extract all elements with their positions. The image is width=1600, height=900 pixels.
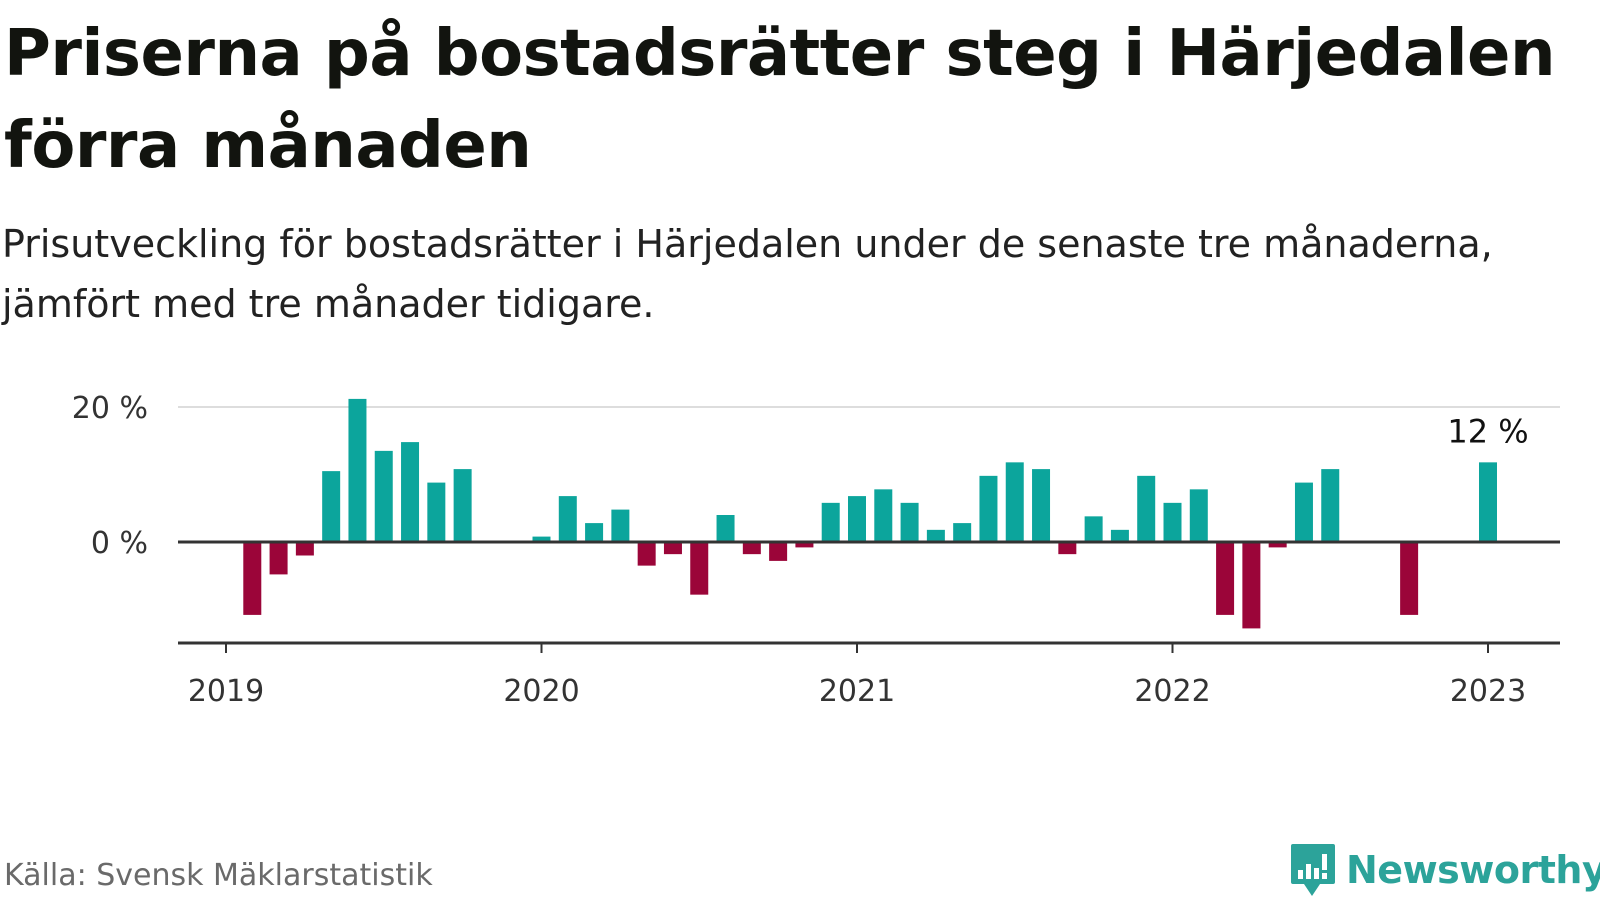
bar	[900, 502, 919, 542]
bar	[1032, 469, 1051, 542]
bar	[269, 542, 288, 575]
bar	[374, 450, 393, 542]
bar	[348, 398, 367, 542]
bar	[821, 502, 840, 542]
bar	[795, 542, 814, 548]
bar	[243, 542, 262, 615]
bar	[1137, 475, 1156, 542]
brand-logo: Newsworthy	[1290, 842, 1600, 898]
bar	[690, 542, 709, 595]
bar	[926, 529, 945, 542]
bar	[1005, 462, 1024, 542]
bar	[1216, 542, 1235, 615]
bar	[1294, 482, 1313, 542]
y-tick-label: 20 %	[72, 391, 148, 426]
bar	[1163, 502, 1182, 542]
bar	[427, 482, 446, 542]
x-tick-label: 2019	[188, 674, 264, 709]
bar	[1242, 542, 1261, 629]
bar	[1110, 529, 1129, 542]
bar	[742, 542, 761, 555]
bar	[1479, 462, 1497, 542]
bar-chart: 20 % 0 % 2019 2020 2021 2022 2023 12 %	[72, 391, 1560, 709]
chart-subtitle: Prisutveckling för bostadsrätter i Härje…	[2, 222, 1493, 326]
chart-title: Priserna på bostadsrätter steg i Härjeda…	[4, 17, 1556, 183]
x-tick-label: 2020	[503, 674, 579, 709]
bar	[953, 523, 972, 542]
bar	[1058, 542, 1077, 555]
bar	[532, 536, 551, 542]
bar	[1084, 516, 1103, 542]
x-tick-label: 2023	[1450, 674, 1526, 709]
source-note: Källa: Svensk Mäklarstatistik	[4, 858, 433, 893]
bar	[663, 542, 682, 555]
bar-chart-speech-bubble-icon	[1291, 844, 1335, 896]
x-tick-label: 2022	[1134, 674, 1210, 709]
bar	[558, 496, 577, 542]
bar	[1268, 542, 1287, 548]
bar	[979, 475, 998, 542]
bar	[716, 515, 735, 542]
y-tick-label: 0 %	[91, 526, 148, 561]
bar	[848, 496, 866, 542]
bar	[1321, 469, 1340, 542]
bar	[637, 542, 656, 566]
data-label: 12 %	[1447, 412, 1528, 450]
bar	[322, 471, 341, 542]
x-tick-label: 2021	[819, 674, 895, 709]
bar	[295, 542, 314, 556]
bar	[453, 469, 472, 542]
bar	[401, 442, 420, 542]
bar	[585, 523, 604, 542]
bar	[611, 509, 630, 542]
bar	[1400, 542, 1419, 615]
bar	[1189, 489, 1208, 542]
bar	[769, 542, 788, 561]
bar	[874, 489, 893, 542]
brand-name: Newsworthy	[1346, 848, 1600, 892]
